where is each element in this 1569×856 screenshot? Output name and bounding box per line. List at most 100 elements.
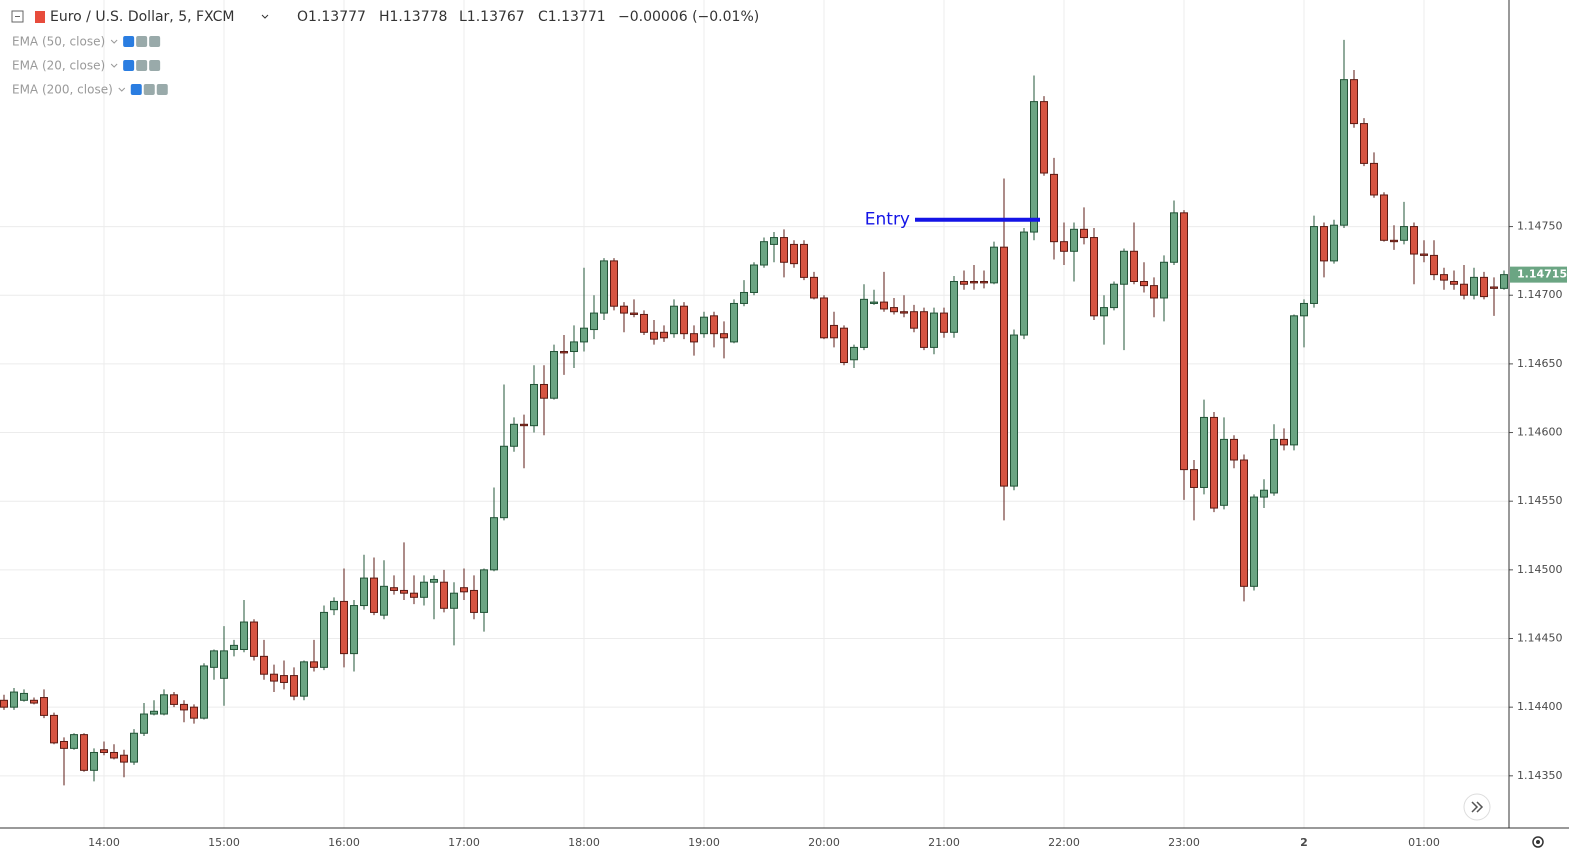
candle-body [1410, 226, 1418, 255]
candle-body [630, 312, 638, 315]
x-tick-label: 16:00 [328, 836, 360, 849]
candle-body [190, 706, 198, 719]
candle-body [1130, 250, 1138, 282]
symbol-dropdown[interactable] [261, 14, 269, 19]
candle-body [610, 260, 618, 307]
candle-body [110, 751, 118, 759]
candle-body [1400, 226, 1408, 241]
indicator-legend: EMA (50, close) EMA (20, close) EMA (200, … [12, 35, 168, 97]
candle-body [770, 237, 778, 245]
candle-body [1200, 416, 1208, 488]
candle-body [1270, 438, 1278, 494]
candle-body [910, 311, 918, 329]
candle-body [360, 577, 368, 607]
candle-body [310, 661, 318, 668]
candle-body [210, 650, 218, 668]
candle-body [90, 751, 98, 771]
candle-body [880, 301, 888, 310]
candle-body [1300, 302, 1308, 317]
toggle-visibility[interactable] [123, 36, 135, 47]
candle-body [550, 351, 558, 399]
settings[interactable] [143, 84, 155, 95]
indicator-label: EMA (20, close) [12, 59, 105, 73]
candle-body [230, 644, 238, 650]
last-price-label: 1.14715 [1517, 268, 1567, 281]
candle-body [1050, 173, 1058, 243]
candle-body [930, 312, 938, 348]
candle-body [560, 351, 568, 354]
candle-body [1500, 274, 1508, 289]
x-tick-label: 22:00 [1048, 836, 1080, 849]
candle-body [800, 243, 808, 278]
settings-button[interactable] [1532, 836, 1544, 848]
candle-body [700, 316, 708, 335]
grid [0, 0, 1513, 828]
indicator-dropdown[interactable] [110, 39, 118, 44]
candle-body [1170, 212, 1178, 263]
candle-body [650, 331, 658, 340]
candle-body [1210, 416, 1218, 509]
candle-body [1160, 261, 1168, 299]
candle-body [1330, 224, 1338, 262]
indicator-dropdown[interactable] [110, 63, 118, 68]
candle-body [130, 732, 138, 763]
candle-body [160, 694, 168, 715]
candle-body [430, 578, 438, 583]
candle-body [720, 333, 728, 339]
candle-body [620, 305, 628, 314]
candle-body [1190, 469, 1198, 488]
candle-body [1350, 79, 1358, 125]
candle-body [1390, 239, 1398, 243]
candle-body [1310, 226, 1318, 304]
x-tick-label: 01:00 [1408, 836, 1440, 849]
candle-body [1250, 496, 1258, 587]
collapse-button[interactable] [11, 10, 24, 23]
candle-body [1240, 459, 1248, 587]
candle-body [1150, 285, 1158, 299]
x-tick-label: 18:00 [568, 836, 600, 849]
symbol-flag [35, 11, 45, 23]
remove[interactable] [156, 84, 168, 95]
candle-body [970, 280, 978, 284]
candle-body [520, 423, 528, 427]
candle-body [1080, 228, 1088, 239]
candle-body [1180, 212, 1188, 471]
candle-body [830, 324, 838, 339]
indicator-dropdown[interactable] [118, 87, 126, 92]
candle-body [490, 517, 498, 571]
candle-body [510, 423, 518, 447]
candle-body [810, 276, 818, 299]
candle-body [1440, 274, 1448, 281]
candle-body [500, 445, 508, 519]
candle-body [1470, 276, 1478, 296]
indicator-label: EMA (50, close) [12, 35, 105, 49]
candle-body [480, 569, 488, 613]
candle-body [200, 665, 208, 719]
remove[interactable] [149, 36, 161, 47]
candle-body [380, 585, 388, 616]
remove[interactable] [149, 60, 161, 71]
settings[interactable] [136, 36, 148, 47]
toggle-visibility[interactable] [123, 60, 135, 71]
candle-body [730, 302, 738, 343]
candle-body [530, 383, 538, 427]
candle-body [1090, 237, 1098, 317]
candle-body [50, 714, 58, 744]
candle-body [660, 331, 668, 339]
settings[interactable] [136, 60, 148, 71]
candle-body [170, 694, 178, 705]
candle-body [1070, 228, 1078, 252]
symbol-title[interactable]: Euro / U.S. Dollar, 5, FXCM [50, 9, 234, 25]
last-price-box [1510, 266, 1567, 283]
ohlc-open: O1.13777 [297, 9, 366, 25]
candle-body [590, 312, 598, 331]
x-tick-label: 14:00 [88, 836, 120, 849]
toggle-visibility[interactable] [130, 84, 142, 95]
candle-body [350, 605, 358, 655]
candle-body [70, 734, 78, 749]
candle-body [1110, 283, 1118, 309]
candle-body [1480, 276, 1488, 298]
candle-body [1380, 194, 1388, 241]
